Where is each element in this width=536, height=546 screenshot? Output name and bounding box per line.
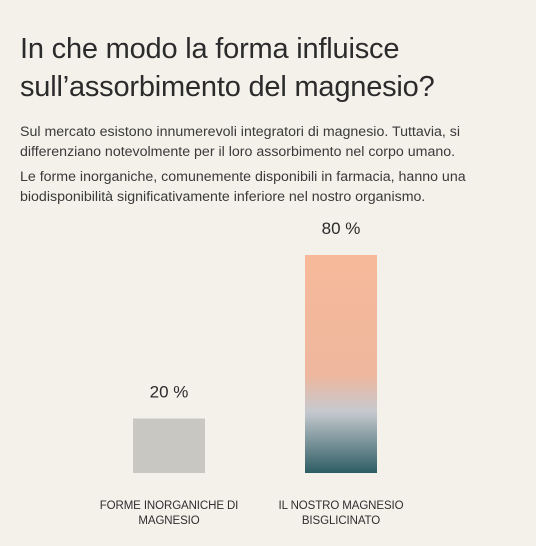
value-label: 80 % xyxy=(322,219,361,238)
value-label: 20 % xyxy=(150,383,189,402)
bar-bisglycinate xyxy=(305,255,377,473)
category-label: BISGLICINATO xyxy=(302,515,380,527)
intro-paragraph-1: Sul mercato esistono innumerevoli integr… xyxy=(20,124,461,160)
page-title: In che modo la forma influisce sull’asso… xyxy=(20,33,435,103)
intro-paragraph-2: Le forme inorganiche, comunemente dispon… xyxy=(20,169,466,205)
category-label: FORME INORGANICHE DI xyxy=(100,500,239,512)
bar-inorganic xyxy=(133,418,205,473)
category-label: MAGNESIO xyxy=(138,515,199,527)
category-label: IL NOSTRO MAGNESIO xyxy=(279,500,404,512)
